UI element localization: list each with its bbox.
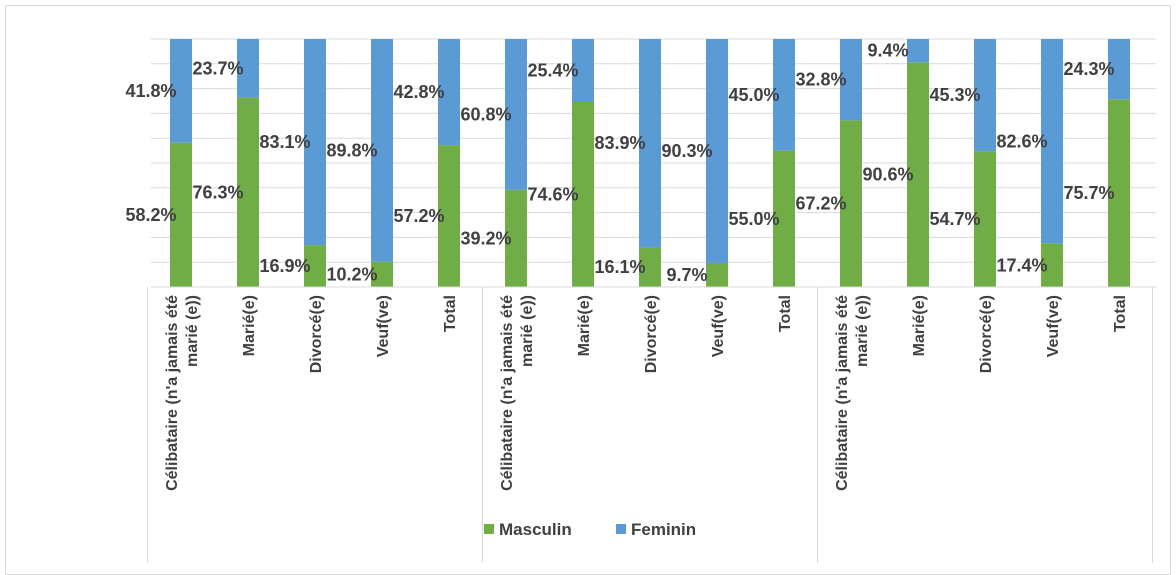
chart-frame: Célibataire (n'a jamais été marié (e)) Mar… — [5, 5, 1171, 575]
category-tick-label: Célibataire (n'a jamais été marié (e)) — [164, 295, 201, 491]
bar-feminin — [907, 39, 929, 62]
data-label-feminin: 9.4% — [867, 41, 908, 61]
data-label-masculin: 67.2% — [795, 194, 846, 214]
data-label-masculin: 55.0% — [728, 209, 779, 229]
category-tick-label: Divorcé(e) — [308, 295, 325, 373]
category-labels: Célibataire (n'a jamais été marié (e)) Mar… — [164, 295, 1129, 491]
category-tick-label: Divorcé(e) — [978, 295, 995, 373]
bar-masculin — [706, 263, 728, 287]
data-label-masculin: 9.7% — [666, 265, 707, 285]
category-tick-label: Total — [777, 295, 794, 332]
data-label-masculin: 10.2% — [326, 264, 377, 284]
legend-swatch-masculin — [484, 524, 494, 534]
category-tick-label: Célibataire (n'a jamais été marié (e)) — [499, 295, 536, 491]
data-label-masculin: 76.3% — [192, 182, 243, 202]
data-label-feminin: 90.3% — [661, 141, 712, 161]
data-label-masculin: 57.2% — [393, 206, 444, 226]
data-label-feminin: 89.8% — [326, 140, 377, 160]
data-label-masculin: 16.1% — [594, 257, 645, 277]
legend: Masculin Feminin — [484, 520, 696, 539]
data-label-masculin: 16.9% — [259, 256, 310, 276]
data-label-feminin: 83.1% — [259, 132, 310, 152]
data-label-masculin: 75.7% — [1063, 183, 1114, 203]
legend-swatch-feminin — [616, 524, 626, 534]
data-label-feminin: 42.8% — [393, 82, 444, 102]
legend-label-masculin: Masculin — [499, 520, 572, 539]
bars — [170, 39, 1130, 287]
data-label-feminin: 83.9% — [594, 133, 645, 153]
data-label-feminin: 32.8% — [795, 70, 846, 90]
category-tick-label: Marié(e) — [911, 295, 928, 356]
data-label-masculin: 17.4% — [996, 255, 1047, 275]
data-label-feminin: 23.7% — [192, 58, 243, 78]
legend-label-feminin: Feminin — [631, 520, 696, 539]
data-label-feminin: 82.6% — [996, 131, 1047, 151]
category-tick-label: Veuf(ve) — [375, 295, 392, 357]
data-label-masculin: 74.6% — [527, 184, 578, 204]
data-label-feminin: 25.4% — [527, 60, 578, 80]
data-label-feminin: 41.8% — [125, 81, 176, 101]
category-tick-label: Marié(e) — [241, 295, 258, 356]
data-label-feminin: 60.8% — [460, 104, 511, 124]
data-label-masculin: 54.7% — [929, 209, 980, 229]
data-label-masculin: 39.2% — [460, 228, 511, 248]
category-tick-label: Total — [442, 295, 459, 332]
category-tick-label: Divorcé(e) — [643, 295, 660, 373]
data-label-masculin: 90.6% — [862, 165, 913, 185]
data-label-masculin: 58.2% — [125, 205, 176, 225]
data-label-feminin: 24.3% — [1063, 59, 1114, 79]
category-tick-label: Total — [1112, 295, 1129, 332]
category-tick-label: Marié(e) — [576, 295, 593, 356]
chart-svg: Célibataire (n'a jamais été marié (e)) Mar… — [6, 6, 1172, 563]
category-tick-label: Veuf(ve) — [710, 295, 727, 357]
category-tick-label: Veuf(ve) — [1045, 295, 1062, 357]
data-label-feminin: 45.3% — [929, 85, 980, 105]
data-label-feminin: 45.0% — [728, 85, 779, 105]
category-tick-label: Célibataire (n'a jamais été marié (e)) — [834, 295, 871, 491]
